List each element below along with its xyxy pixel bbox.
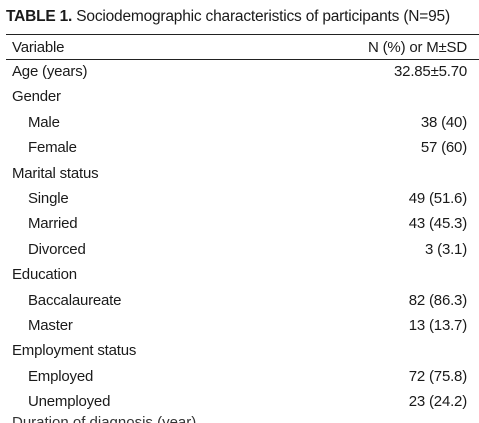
row-value: 72 (75.8) — [408, 367, 467, 385]
row-value: 49 (51.6) — [408, 190, 467, 208]
top-rule — [6, 34, 479, 35]
row-value: 43 (45.3) — [408, 215, 467, 233]
row-value — [265, 84, 474, 109]
table-row: Age (years) 32.85±5.70 — [6, 59, 473, 84]
row-sublabel: Divorced — [28, 240, 86, 258]
row-value — [265, 161, 474, 186]
row-value: 23 (24.2) — [408, 393, 467, 411]
table-row: Female 57 (60) — [6, 135, 473, 160]
table-row: Gender — [6, 84, 473, 109]
row-sublabel: Baccalaureate — [28, 291, 122, 309]
row-value: 32.85±5.70 — [394, 63, 467, 80]
row-value — [265, 262, 474, 287]
column-header-variable: Variable — [12, 38, 65, 56]
row-label: Age (years) — [12, 63, 88, 80]
header-rule — [6, 59, 479, 60]
row-sublabel: Single — [28, 190, 69, 208]
column-header-value: N (%) or M±SD — [368, 38, 467, 56]
row-label: Gender — [12, 88, 61, 106]
table-row: Marital status — [6, 161, 473, 186]
row-sublabel: Married — [28, 215, 78, 233]
row-value: 13 (13.7) — [408, 317, 467, 335]
row-sublabel: Employed — [28, 367, 94, 385]
table-title: Sociodemographic characteristics of part… — [72, 8, 450, 25]
table-row: Baccalaureate 82 (86.3) — [6, 288, 473, 313]
row-value — [265, 338, 474, 363]
row-sublabel: Master — [28, 317, 73, 335]
table-caption: TABLE 1. Sociodemographic characteristic… — [6, 8, 450, 26]
table-header-row: Variable N (%) or M±SD — [6, 36, 473, 59]
row-value: 82 (86.3) — [408, 291, 467, 309]
table-row: Male 38 (40) — [6, 110, 473, 135]
table-row: Unemployed 23 (24.2) — [6, 389, 473, 414]
row-label: Education — [12, 266, 77, 284]
row-value: 3 (3.1) — [425, 240, 467, 258]
table-row: Divorced 3 (3.1) — [6, 237, 473, 262]
characteristics-table: Variable N (%) or M±SD Age (years) 32.85±… — [6, 36, 473, 415]
cutoff-row-label: Duration of diagnosis (year) — [12, 414, 197, 423]
row-label: Employment status — [12, 342, 137, 360]
table-row: Employment status — [6, 338, 473, 363]
row-sublabel: Unemployed — [28, 393, 111, 411]
table-row: Employed 72 (75.8) — [6, 364, 473, 389]
row-sublabel: Male — [28, 113, 60, 131]
table-number: TABLE 1. — [6, 8, 73, 25]
row-label: Marital status — [12, 164, 99, 182]
table-row: Married 43 (45.3) — [6, 211, 473, 236]
row-sublabel: Female — [28, 139, 77, 157]
table-body: Age (years) 32.85±5.70 Gender Male 38 (40) Fe… — [6, 59, 473, 415]
table-row: Education — [6, 262, 473, 287]
row-value: 38 (40) — [420, 113, 467, 131]
row-value: 57 (60) — [420, 139, 467, 157]
table-row: Single 49 (51.6) — [6, 186, 473, 211]
table-row: Master 13 (13.7) — [6, 313, 473, 338]
